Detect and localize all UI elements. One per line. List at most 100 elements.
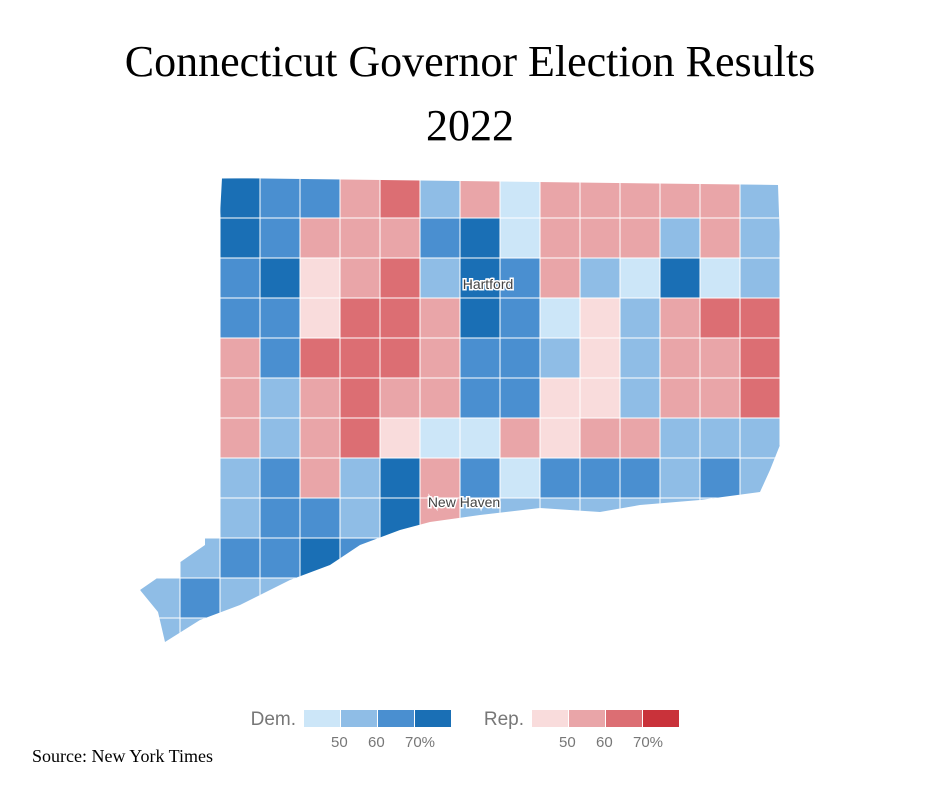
town [579, 537, 621, 579]
town [299, 577, 341, 619]
town [339, 417, 381, 459]
town [419, 417, 461, 459]
town [259, 178, 301, 219]
city-label: Hartford [463, 276, 514, 292]
town [419, 297, 461, 339]
town [259, 417, 301, 459]
town [499, 297, 541, 339]
town [179, 577, 221, 619]
town [219, 337, 261, 379]
city-label: New Haven [428, 494, 500, 510]
legend-label: Dem. [251, 709, 296, 730]
town [659, 457, 701, 499]
town [459, 577, 501, 619]
town [299, 257, 341, 299]
town [339, 577, 381, 619]
legend-swatch [643, 710, 679, 727]
town [259, 577, 301, 619]
town [339, 297, 381, 339]
town [299, 377, 341, 419]
town [379, 617, 421, 642]
town [619, 178, 661, 219]
town [259, 297, 301, 339]
town [619, 577, 661, 619]
legend-swatch [378, 710, 414, 727]
town [699, 497, 741, 539]
town [619, 217, 661, 259]
town [619, 617, 661, 642]
town [259, 457, 301, 499]
town [219, 537, 261, 579]
town [659, 617, 701, 642]
town [699, 577, 741, 619]
town [499, 217, 541, 259]
town [299, 337, 341, 379]
town [219, 417, 261, 459]
town [419, 217, 461, 259]
town [739, 297, 781, 339]
town [299, 497, 341, 539]
town [579, 337, 621, 379]
town [499, 257, 541, 299]
map [140, 178, 781, 642]
town [739, 337, 781, 379]
town [539, 337, 581, 379]
town [539, 537, 581, 579]
town [699, 457, 741, 499]
legend-tick: 60 [596, 734, 613, 751]
town [459, 377, 501, 419]
town [339, 217, 381, 259]
legend-tick: 50 [559, 734, 576, 751]
town [379, 377, 421, 419]
town [419, 337, 461, 379]
town [539, 457, 581, 499]
town [539, 577, 581, 619]
legend-tick: 50 [331, 734, 348, 751]
town [539, 377, 581, 419]
town [499, 537, 541, 579]
town [699, 217, 741, 259]
town [659, 297, 701, 339]
town [459, 297, 501, 339]
town [579, 617, 621, 642]
town [219, 217, 261, 259]
town [259, 217, 301, 259]
town [299, 417, 341, 459]
town [739, 377, 781, 419]
town [539, 617, 581, 642]
town [459, 217, 501, 259]
town [259, 337, 301, 379]
town [659, 217, 701, 259]
town [739, 217, 781, 259]
town [219, 178, 261, 219]
legend-tick: 70% [633, 734, 663, 751]
town [339, 257, 381, 299]
town [619, 417, 661, 459]
town [140, 617, 181, 642]
legend-swatch [569, 710, 605, 727]
town [659, 497, 701, 539]
town [339, 537, 381, 579]
town [739, 417, 781, 459]
town [659, 417, 701, 459]
town [379, 577, 421, 619]
town [699, 377, 741, 419]
town [379, 337, 421, 379]
town [379, 178, 421, 219]
town [579, 297, 621, 339]
town [379, 457, 421, 499]
town [699, 337, 741, 379]
town [499, 337, 541, 379]
town [739, 497, 781, 539]
town [619, 497, 661, 539]
town [579, 417, 621, 459]
town [299, 178, 341, 219]
town [579, 217, 621, 259]
town [539, 178, 581, 219]
town [219, 497, 261, 539]
town [699, 617, 741, 642]
town [459, 337, 501, 379]
town [339, 497, 381, 539]
town [140, 577, 181, 619]
town [459, 178, 501, 219]
